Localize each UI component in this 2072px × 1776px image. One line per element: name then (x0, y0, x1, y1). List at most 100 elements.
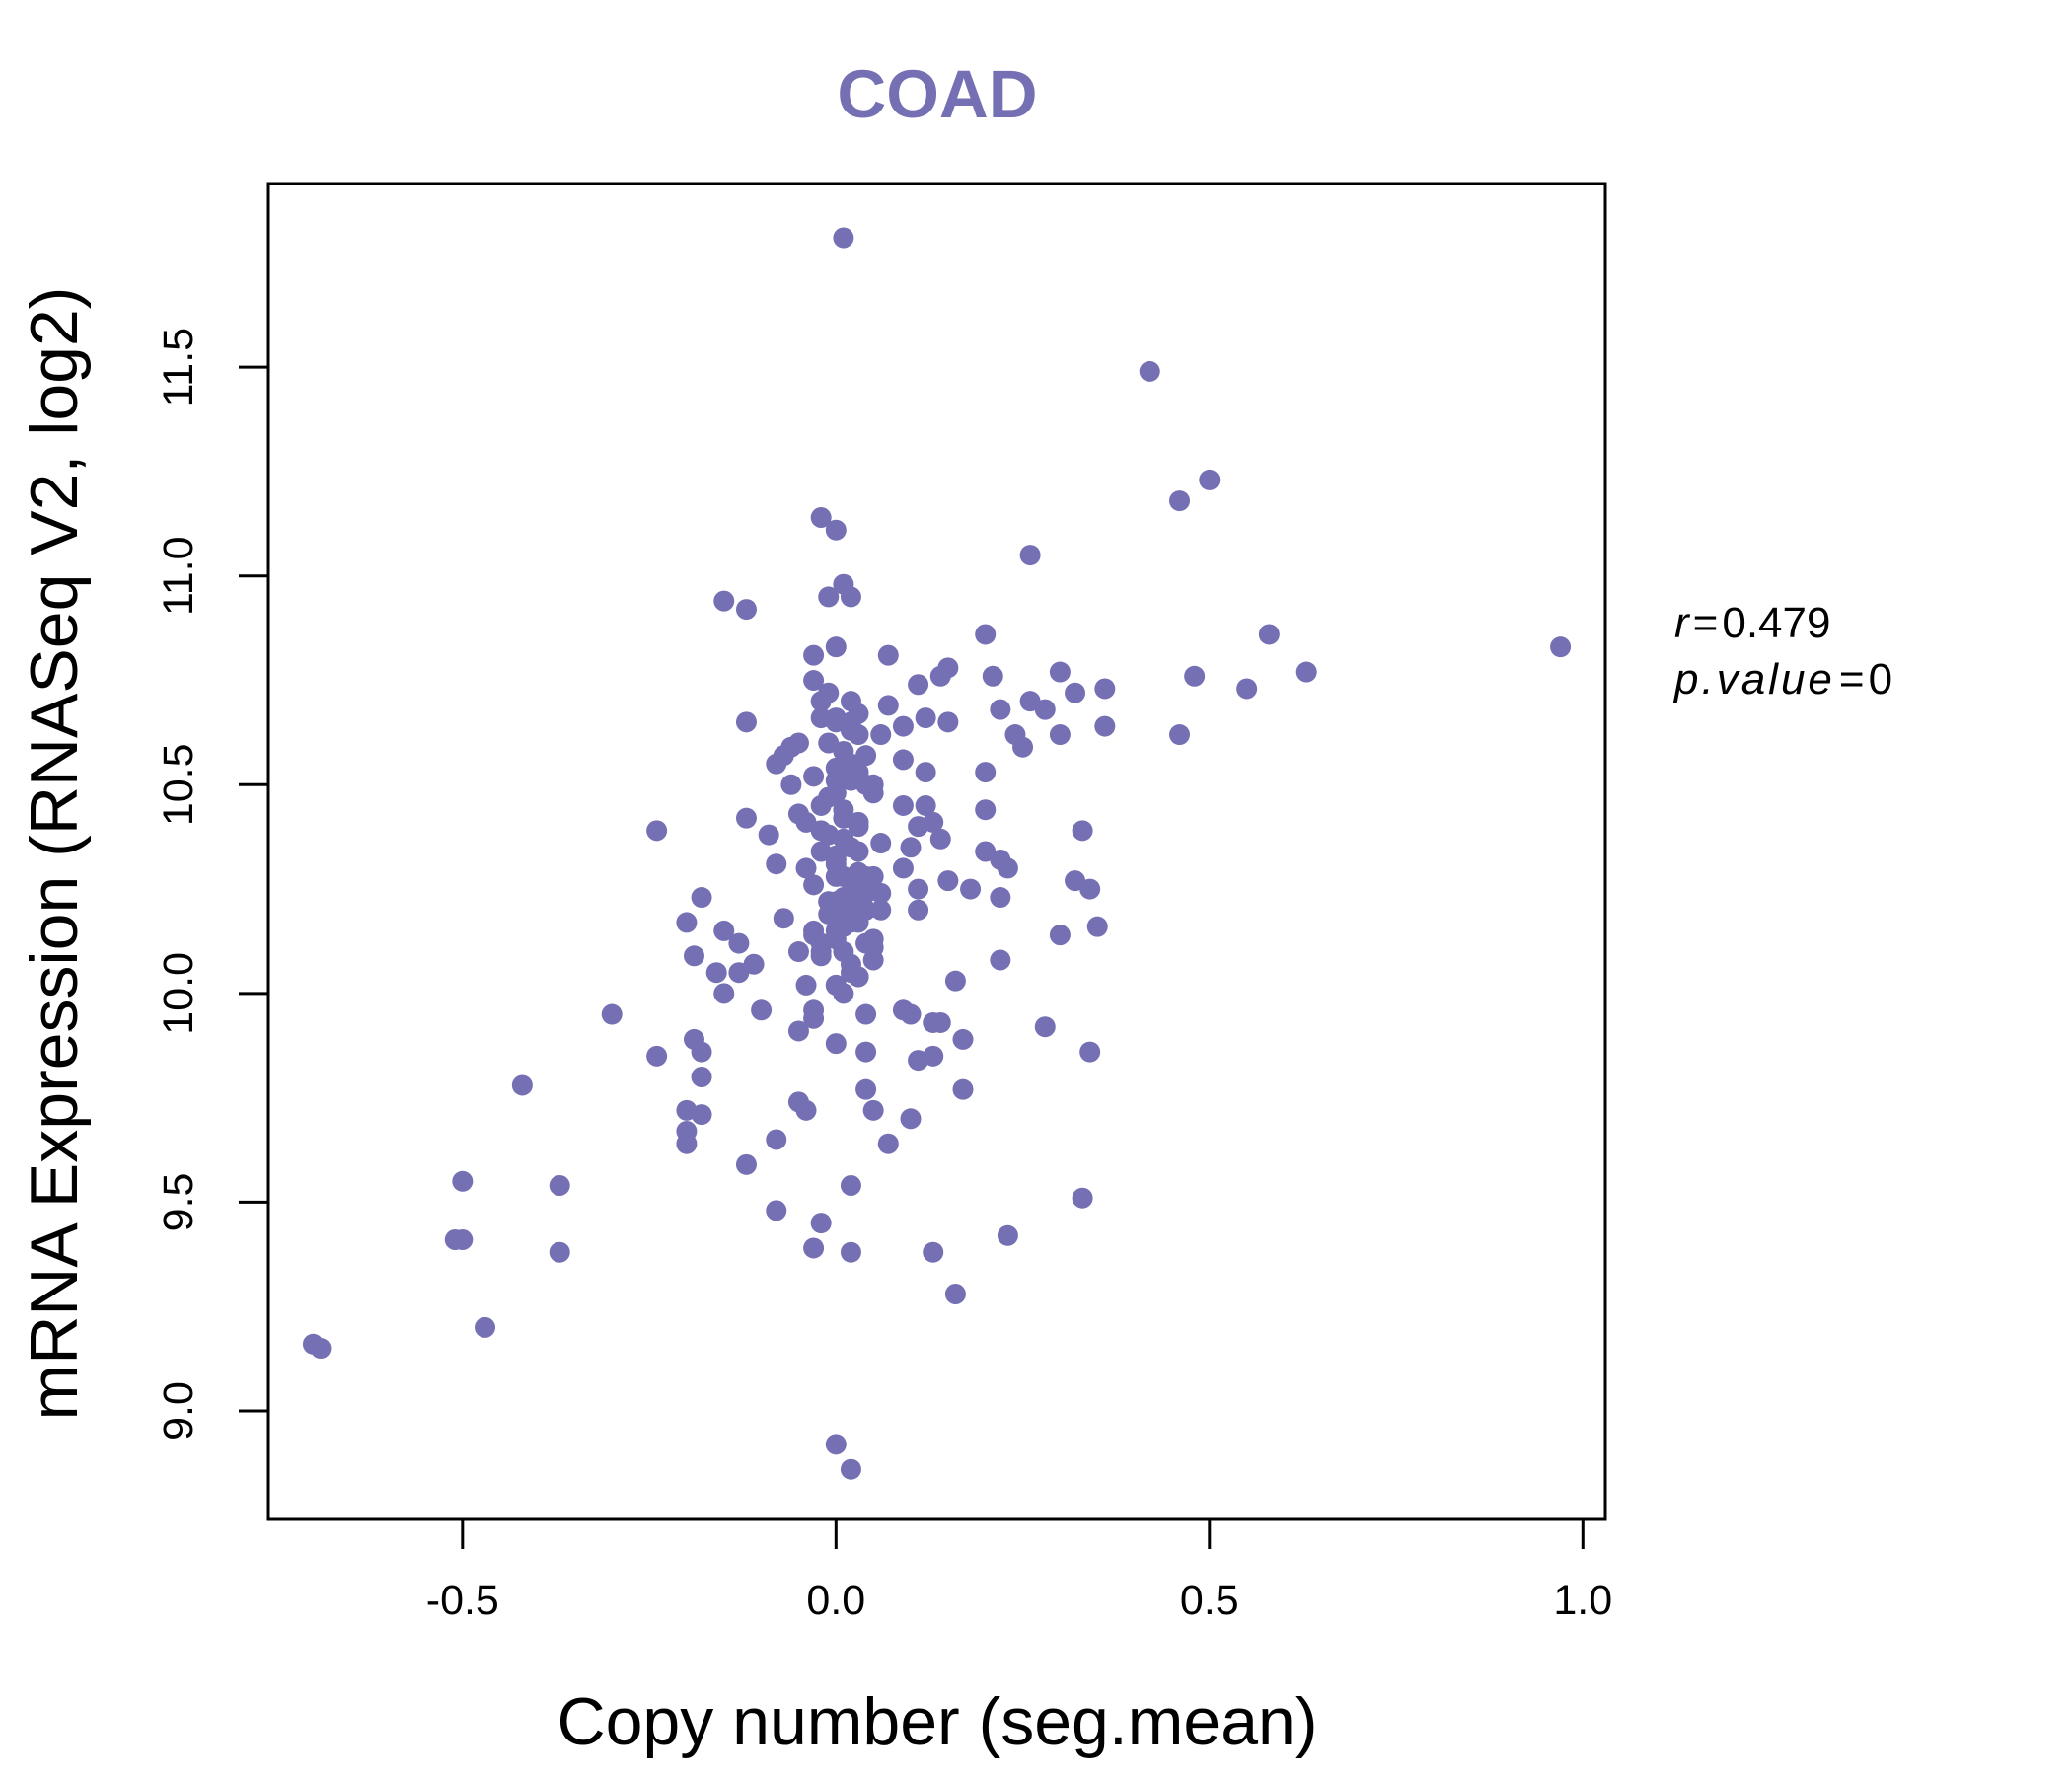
data-point (833, 828, 854, 850)
y-tick-label: 11.0 (155, 536, 202, 616)
data-point (795, 857, 817, 879)
y-tick-label: 11.5 (155, 328, 202, 407)
data-point (803, 766, 825, 787)
data-point (1169, 490, 1191, 512)
data-point (833, 799, 854, 821)
data-point (900, 837, 922, 858)
data-point (810, 945, 832, 967)
chart-title: COAD (837, 56, 1037, 132)
data-point (960, 878, 982, 900)
data-point (766, 753, 787, 775)
data-point (818, 586, 840, 608)
data-point (1295, 661, 1317, 683)
data-point (713, 983, 735, 1004)
data-point (923, 811, 944, 833)
data-point (795, 974, 817, 996)
data-point (646, 820, 668, 842)
data-point (511, 1074, 533, 1096)
data-point (713, 920, 735, 941)
data-point (892, 749, 914, 771)
data-point (840, 770, 861, 791)
data-point (990, 887, 1011, 909)
data-point (908, 878, 929, 900)
data-point (1169, 724, 1191, 746)
data-point (818, 682, 840, 703)
data-point (833, 573, 854, 595)
correlation-label: r=0.479 (1674, 599, 1830, 647)
data-point (825, 636, 847, 658)
y-tick-label: 10.5 (155, 743, 202, 826)
data-point (840, 870, 861, 892)
data-point (900, 1108, 922, 1130)
data-point (1065, 682, 1086, 703)
data-point (848, 841, 869, 862)
data-point (683, 945, 704, 967)
data-point (892, 715, 914, 737)
data-point (975, 762, 997, 783)
data-point (908, 899, 929, 921)
data-point (855, 1078, 877, 1100)
data-point (877, 695, 899, 716)
y-tick-label: 9.0 (155, 1381, 202, 1441)
data-point (810, 507, 832, 528)
data-point (923, 1241, 944, 1263)
data-point (1199, 469, 1221, 490)
data-point (735, 711, 757, 733)
data-point (452, 1170, 474, 1192)
data-point (1012, 736, 1034, 758)
data-point (1034, 699, 1056, 720)
data-point (1094, 678, 1116, 700)
data-point (1094, 715, 1116, 737)
data-point (676, 912, 698, 933)
data-point (862, 936, 884, 958)
data-point (840, 1175, 861, 1196)
x-tick-label: -0.5 (426, 1577, 499, 1624)
data-point (475, 1316, 496, 1338)
data-point (929, 665, 951, 687)
data-point (848, 811, 869, 833)
data-point (825, 853, 847, 875)
data-point (310, 1338, 332, 1360)
data-point (787, 1020, 809, 1042)
x-tick-label: 0.0 (806, 1577, 865, 1624)
data-point (855, 1041, 877, 1063)
data-point (787, 732, 809, 754)
p-value: 0 (1869, 655, 1892, 703)
data-point (952, 1028, 974, 1050)
data-point (1072, 1187, 1093, 1209)
data-point (676, 1133, 698, 1154)
y-tick-label: 10.0 (155, 952, 202, 1035)
data-point (870, 882, 892, 904)
data-point (1019, 545, 1041, 566)
data-point (975, 624, 997, 645)
data-point (975, 799, 997, 821)
data-point (735, 1153, 757, 1175)
r-symbol: r (1674, 599, 1691, 647)
data-point (870, 724, 892, 746)
data-point (840, 1458, 861, 1480)
data-point (691, 887, 712, 909)
data-point (833, 227, 854, 249)
data-point (810, 1213, 832, 1234)
data-point (1258, 624, 1280, 645)
data-point (452, 1229, 474, 1251)
data-point (1049, 724, 1071, 746)
data-point (780, 774, 802, 795)
data-point (1049, 925, 1071, 946)
data-point (944, 970, 966, 992)
data-point (929, 828, 951, 850)
data-point (787, 941, 809, 963)
data-point (855, 899, 877, 921)
data-point (646, 1045, 668, 1067)
data-point (990, 699, 1011, 720)
data-point (937, 711, 959, 733)
data-point (705, 962, 727, 984)
data-point (825, 1033, 847, 1055)
data-point (1236, 678, 1258, 700)
data-point (1049, 661, 1071, 683)
data-point (825, 757, 847, 778)
data-point (818, 732, 840, 754)
data-point (728, 962, 750, 984)
data-point (773, 908, 794, 929)
